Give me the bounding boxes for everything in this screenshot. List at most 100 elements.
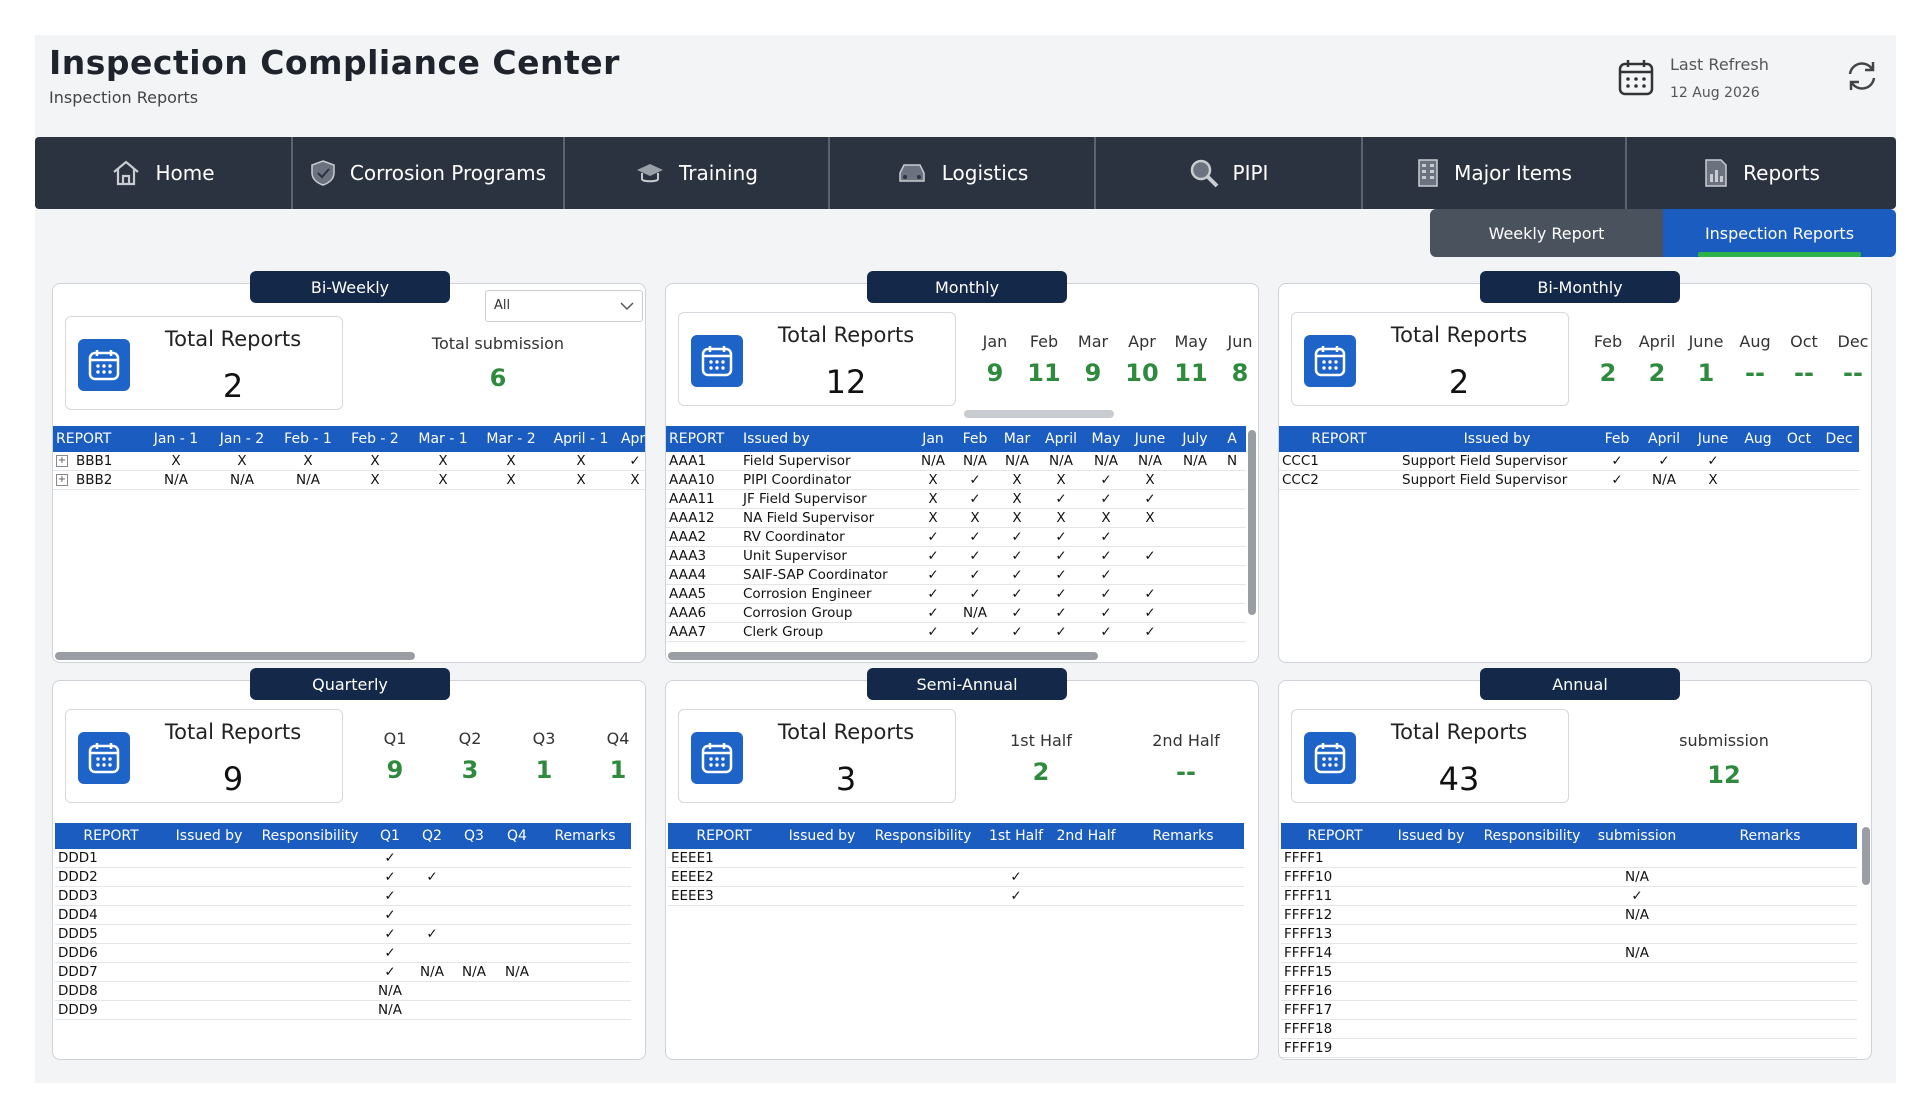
table-row[interactable]: AAA1 Field Supervisor N/A N/A N/A N/A N/A N/A N/…	[666, 452, 1246, 471]
table-row[interactable]: CCC2 Support Field Supervisor ✓ N/A X	[1279, 470, 1859, 490]
table-row[interactable]: DDD3 ✓	[55, 886, 631, 906]
column-header[interactable]: Jan - 2	[209, 426, 275, 452]
table-row[interactable]: FFFF16	[1281, 981, 1857, 1001]
column-header[interactable]: June	[1689, 426, 1737, 452]
tab-weekly-report[interactable]: Weekly Report	[1430, 209, 1663, 257]
table-row[interactable]: DDD2 ✓ ✓	[55, 867, 631, 887]
column-header[interactable]: Q4	[495, 823, 539, 849]
table-row[interactable]: AAA10 PIPI Coordinator X ✓ X X ✓ X	[666, 470, 1246, 490]
table-row[interactable]: AAA11 JF Field Supervisor X ✓ X ✓ ✓ ✓	[666, 489, 1246, 509]
table-row[interactable]: EEEE1	[668, 849, 1244, 868]
table-row[interactable]: AAA7 Clerk Group ✓ ✓ ✓ ✓ ✓ ✓	[666, 622, 1246, 642]
column-header[interactable]: REPORT	[1281, 823, 1389, 849]
column-header[interactable]: 1st Half	[982, 823, 1050, 849]
column-header[interactable]: Issued by	[167, 823, 251, 849]
table-row[interactable]: DDD9 N/A	[55, 1000, 631, 1020]
biweekly-filter-select[interactable]: All	[485, 290, 643, 322]
expand-icon[interactable]: +	[56, 474, 68, 486]
column-header[interactable]: Feb	[1595, 426, 1639, 452]
column-header[interactable]: Mar	[996, 426, 1038, 452]
column-header[interactable]: REPORT	[668, 823, 780, 849]
table-row[interactable]: FFFF12 N/A	[1281, 905, 1857, 925]
table-row[interactable]: + BBB2 N/A N/A N/A X X X X X	[53, 470, 645, 490]
column-header[interactable]: Remarks	[539, 823, 631, 849]
column-header[interactable]: Jan - 1	[143, 426, 209, 452]
column-header[interactable]: Q1	[369, 823, 411, 849]
vertical-scrollbar[interactable]	[1862, 827, 1870, 885]
column-header[interactable]: REPORT	[1279, 426, 1399, 452]
table-row[interactable]: FFFF15	[1281, 962, 1857, 982]
table-row[interactable]: + BBB1 X X X X X X X ✓	[53, 452, 645, 471]
column-header[interactable]: Remarks	[1683, 823, 1857, 849]
table-row[interactable]: AAA2 RV Coordinator ✓ ✓ ✓ ✓ ✓	[666, 527, 1246, 547]
table-row[interactable]: DDD1 ✓	[55, 849, 631, 868]
column-header[interactable]: Issued by	[1399, 426, 1595, 452]
tab-inspection-reports[interactable]: Inspection Reports	[1663, 209, 1896, 257]
column-header[interactable]: July	[1172, 426, 1218, 452]
column-header[interactable]: Responsibility	[1473, 823, 1591, 849]
table-row[interactable]: FFFF17	[1281, 1000, 1857, 1020]
nav-pipi[interactable]: PIPI	[1096, 137, 1363, 209]
nav-home[interactable]: Home	[35, 137, 293, 209]
column-header[interactable]: April - 1	[545, 426, 617, 452]
table-row[interactable]: FFFF18	[1281, 1019, 1857, 1039]
column-header[interactable]: Mar - 1	[409, 426, 477, 452]
column-header[interactable]: submission	[1591, 823, 1683, 849]
table-row[interactable]: AAA12 NA Field Supervisor X X X X X X	[666, 508, 1246, 528]
column-header[interactable]: Issued by	[740, 426, 912, 452]
column-header[interactable]: Q2	[411, 823, 453, 849]
nav-reports[interactable]: Reports	[1627, 137, 1896, 209]
nav-training[interactable]: Training	[565, 137, 830, 209]
column-header[interactable]: Feb	[954, 426, 996, 452]
column-header[interactable]: April	[1038, 426, 1084, 452]
table-row[interactable]: AAA6 Corrosion Group ✓ N/A ✓ ✓ ✓ ✓	[666, 603, 1246, 623]
column-header[interactable]: Issued by	[780, 823, 864, 849]
table-row[interactable]: EEEE2 ✓	[668, 867, 1244, 887]
column-header[interactable]: Mar - 2	[477, 426, 545, 452]
column-header[interactable]: May	[1084, 426, 1128, 452]
table-row[interactable]: DDD5 ✓ ✓	[55, 924, 631, 944]
column-header[interactable]: Issued by	[1389, 823, 1473, 849]
table-row[interactable]: FFFF10 N/A	[1281, 867, 1857, 887]
horizontal-scrollbar[interactable]	[668, 652, 1098, 660]
horizontal-scrollbar[interactable]	[55, 652, 415, 660]
table-row[interactable]: EEEE3 ✓	[668, 886, 1244, 906]
column-header[interactable]: Q3	[453, 823, 495, 849]
column-header[interactable]: Responsibility	[864, 823, 982, 849]
column-header[interactable]: REPORT	[53, 426, 143, 452]
table-row[interactable]: FFFF14 N/A	[1281, 943, 1857, 963]
column-header[interactable]: Oct	[1779, 426, 1819, 452]
column-header[interactable]: Responsibility	[251, 823, 369, 849]
column-header[interactable]: Jan	[912, 426, 954, 452]
vertical-scrollbar[interactable]	[1248, 430, 1256, 615]
refresh-icon[interactable]	[1845, 59, 1879, 93]
column-header[interactable]: A	[1218, 426, 1246, 452]
table-row[interactable]: AAA3 Unit Supervisor ✓ ✓ ✓ ✓ ✓ ✓	[666, 546, 1246, 566]
table-row[interactable]: DDD6 ✓	[55, 943, 631, 963]
column-header[interactable]: REPORT	[55, 823, 167, 849]
column-header[interactable]: Feb - 2	[341, 426, 409, 452]
column-header[interactable]: Remarks	[1122, 823, 1244, 849]
table-row[interactable]: FFFF11 ✓	[1281, 886, 1857, 906]
table-row[interactable]: FFFF1	[1281, 849, 1857, 868]
table-row[interactable]: DDD4 ✓	[55, 905, 631, 925]
column-header[interactable]: April	[1639, 426, 1689, 452]
expand-icon[interactable]: +	[56, 455, 68, 467]
column-header[interactable]: Feb - 1	[275, 426, 341, 452]
column-header[interactable]: 2nd Half	[1050, 823, 1122, 849]
metrics-scrollbar[interactable]	[964, 410, 1114, 418]
column-header[interactable]: Dec	[1819, 426, 1859, 452]
nav-major-items[interactable]: Major Items	[1363, 137, 1627, 209]
table-row[interactable]: DDD7 ✓ N/A N/A N/A	[55, 962, 631, 982]
column-header[interactable]: June	[1128, 426, 1172, 452]
column-header[interactable]: Aug	[1737, 426, 1779, 452]
table-row[interactable]: AAA5 Corrosion Engineer ✓ ✓ ✓ ✓ ✓ ✓	[666, 584, 1246, 604]
table-row[interactable]: AAA4 SAIF-SAP Coordinator ✓ ✓ ✓ ✓ ✓	[666, 565, 1246, 585]
nav-corrosion-programs[interactable]: Corrosion Programs	[293, 137, 565, 209]
table-row[interactable]: DDD8 N/A	[55, 981, 631, 1001]
column-header[interactable]: REPORT	[666, 426, 740, 452]
nav-logistics[interactable]: Logistics	[830, 137, 1096, 209]
table-row[interactable]: FFFF19	[1281, 1038, 1857, 1058]
table-row[interactable]: FFFF13	[1281, 924, 1857, 944]
table-row[interactable]: CCC1 Support Field Supervisor ✓ ✓ ✓	[1279, 452, 1859, 471]
